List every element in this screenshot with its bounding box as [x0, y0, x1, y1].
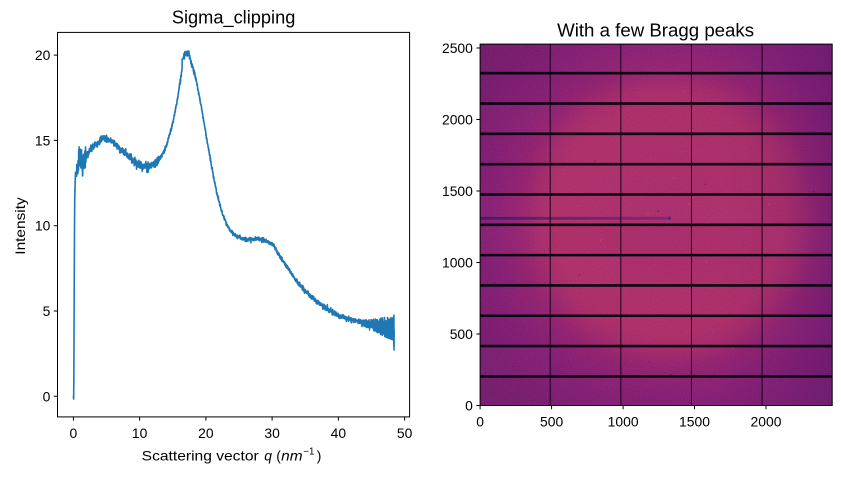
svg-text:0: 0 — [70, 425, 78, 441]
svg-text:nm: nm — [281, 447, 302, 463]
svg-text:20: 20 — [198, 425, 214, 441]
svg-text:40: 40 — [331, 425, 347, 441]
svg-text:500: 500 — [450, 326, 473, 342]
svg-text:2000: 2000 — [442, 112, 473, 128]
svg-text:1500: 1500 — [442, 183, 473, 199]
svg-text:(: ( — [276, 447, 281, 463]
svg-text:Scattering vector: Scattering vector — [142, 447, 259, 463]
svg-text:10: 10 — [35, 218, 51, 234]
svg-text:2500: 2500 — [442, 40, 473, 56]
svg-text:1000: 1000 — [608, 414, 639, 430]
svg-text:2000: 2000 — [751, 414, 782, 430]
svg-text:1500: 1500 — [679, 414, 710, 430]
svg-text:Intensity: Intensity — [12, 197, 28, 254]
svg-text:20: 20 — [35, 47, 51, 63]
svg-text:0: 0 — [465, 398, 473, 414]
svg-text:0: 0 — [43, 388, 51, 404]
svg-text:0: 0 — [476, 414, 484, 430]
svg-text:−1: −1 — [303, 447, 314, 458]
svg-text:15: 15 — [35, 132, 51, 148]
svg-text:500: 500 — [540, 414, 563, 430]
svg-text:30: 30 — [264, 425, 280, 441]
svg-text:5: 5 — [43, 303, 51, 319]
svg-text:q: q — [264, 447, 272, 463]
svg-text:50: 50 — [397, 425, 413, 441]
svg-text:With a few Bragg peaks: With a few Bragg peaks — [557, 19, 754, 40]
svg-text:10: 10 — [132, 425, 148, 441]
svg-text:1000: 1000 — [442, 255, 473, 271]
svg-text:Sigma_clipping: Sigma_clipping — [172, 7, 296, 29]
svg-text:): ) — [317, 447, 322, 463]
